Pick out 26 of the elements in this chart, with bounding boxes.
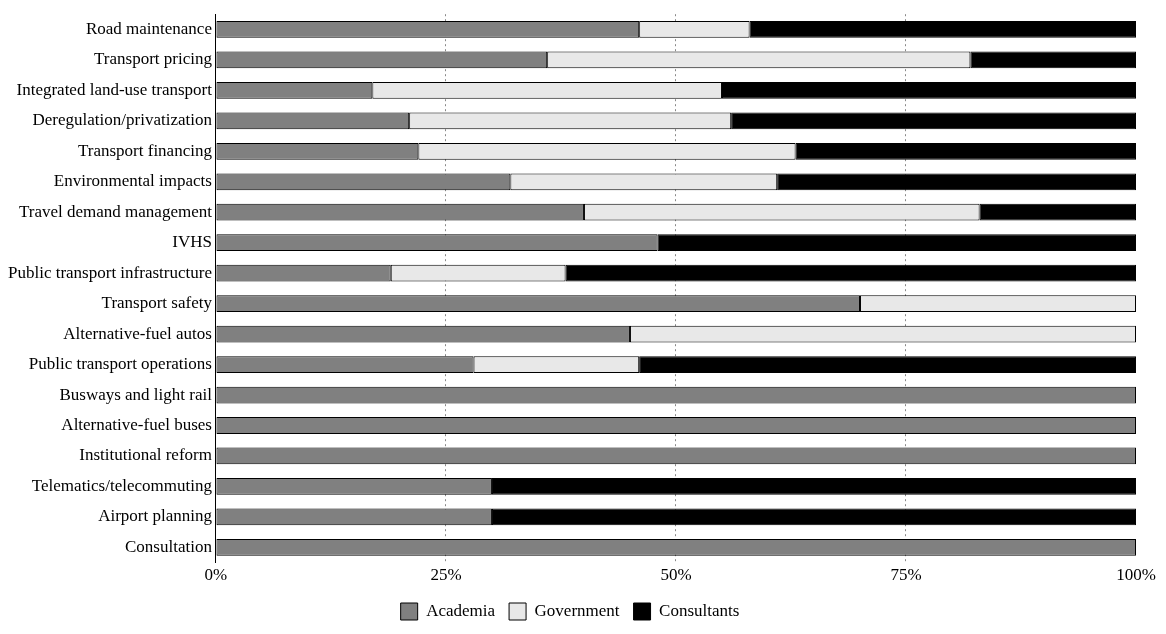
y-tick-label: Public transport infrastructure bbox=[7, 262, 212, 282]
y-tick-label: Consultation bbox=[125, 536, 213, 556]
y-tick-label: Public transport operations bbox=[28, 354, 212, 374]
legend-label: Consultants bbox=[659, 600, 740, 620]
y-tick-label: Transport financing bbox=[77, 140, 213, 160]
y-tick-label: IVHS bbox=[172, 232, 212, 252]
y-tick-label: Integrated land-use transport bbox=[16, 79, 213, 99]
x-tick-label: 0% bbox=[204, 565, 228, 585]
legend-label: Academia bbox=[426, 600, 496, 620]
x-tick-label: 75% bbox=[890, 565, 922, 585]
y-tick-label: Transport safety bbox=[101, 293, 213, 313]
x-tick-label: 100% bbox=[1116, 565, 1156, 585]
y-tick-label: Busways and light rail bbox=[59, 384, 213, 404]
y-tick-label: Travel demand management bbox=[19, 201, 213, 221]
y-tick-label: Deregulation/privatization bbox=[32, 110, 213, 130]
y-tick-label: Environmental impacts bbox=[53, 171, 212, 191]
y-tick-label: Road maintenance bbox=[85, 18, 212, 38]
x-tick-label: 50% bbox=[660, 565, 692, 585]
y-tick-label: Transport pricing bbox=[94, 49, 213, 69]
x-tick-label: 25% bbox=[430, 565, 462, 585]
y-tick-label: Alternative-fuel buses bbox=[61, 414, 212, 434]
y-tick-label: Institutional reform bbox=[79, 445, 212, 465]
y-tick-label: Airport planning bbox=[98, 506, 213, 526]
y-tick-label: Alternative-fuel autos bbox=[63, 323, 212, 343]
legend-label: Government bbox=[534, 600, 620, 620]
y-tick-label: Telematics/telecommuting bbox=[31, 475, 213, 495]
